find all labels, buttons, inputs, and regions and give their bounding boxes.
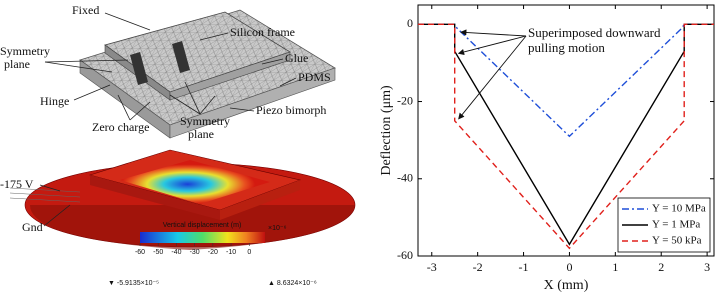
colorbar-tick-label: -40: [171, 249, 181, 256]
x-tick-label: 1: [612, 260, 618, 274]
annotation: pulling motion: [528, 40, 605, 55]
label: Gnd: [22, 220, 43, 234]
y-tick-label: 0: [407, 16, 413, 30]
leader-line: [199, 32, 229, 41]
leader-line: [44, 59, 129, 63]
y-tick-label: -20: [397, 93, 413, 107]
leader-line: [43, 204, 71, 227]
leader-line: [104, 12, 151, 31]
label: plane: [4, 57, 30, 71]
annotation-arrow: [457, 35, 527, 56]
label: Fixed: [72, 3, 99, 17]
colorbar-tick-label: -10: [226, 249, 236, 256]
x-tick-label: -3: [427, 260, 437, 274]
colorbar-tick-label: 0: [247, 249, 251, 256]
label: PDMS: [298, 70, 331, 84]
leader-line: [279, 77, 297, 87]
leader-line: [199, 95, 216, 115]
colorbar-tick-label: -30: [190, 249, 200, 256]
leader-line: [169, 94, 201, 115]
displacement-model: [9, 149, 356, 250]
annotation-arrow: [458, 35, 527, 120]
legend-label: Y = 10 MPa: [652, 203, 706, 215]
x-tick-label: 3: [704, 260, 710, 274]
colorbar-min: ▼ -5.9135×10⁻⁵: [108, 280, 159, 287]
label: Hinge: [40, 94, 69, 108]
label: Symmetry: [180, 114, 230, 128]
label: Silicon frame: [230, 25, 295, 39]
annotation-arrow: [460, 29, 527, 37]
colorbar-title: Vertical displacement (m): [163, 222, 242, 229]
label: Symmetry: [0, 44, 50, 58]
label: -175 V: [0, 177, 34, 191]
x-tick-label: -2: [473, 260, 483, 274]
leader-line: [261, 58, 284, 65]
leader-line: [184, 81, 201, 115]
series-line: [418, 23, 714, 250]
plot-frame: [417, 4, 715, 257]
colorbar-multiplier: ×10⁻⁶: [268, 225, 287, 232]
annotation: Superimposed downward: [528, 25, 661, 40]
leader-line: [229, 107, 255, 112]
y-axis-label: Deflection (μm): [379, 85, 394, 176]
legend-label: Y = 1 MPa: [652, 219, 700, 231]
x-axis-label: X (mm): [544, 278, 589, 293]
leader-line: [117, 94, 131, 121]
y-tick-label: -60: [397, 248, 413, 262]
colorbar-tick-label: -20: [208, 249, 218, 256]
x-tick-label: 2: [658, 260, 664, 274]
label: Glue: [285, 51, 308, 65]
leader-line: [39, 184, 61, 192]
leader-line: [73, 84, 111, 101]
label: Piezo bimorph: [256, 103, 326, 117]
colorbar-tick-label: -50: [153, 249, 163, 256]
mesh-model: [79, 9, 336, 139]
x-tick-label: 0: [566, 260, 572, 274]
x-tick-label: -1: [519, 260, 529, 274]
label: Zero charge: [92, 120, 149, 134]
colorbar-tick-label: -60: [135, 249, 145, 256]
colorbar: [140, 232, 265, 243]
leader-line: [44, 61, 113, 73]
label: plane: [188, 127, 214, 141]
y-tick-label: -40: [397, 171, 413, 185]
colorbar-max: ▲ 8.6324×10⁻⁶: [268, 280, 317, 287]
legend-label: Y = 50 kPa: [652, 235, 702, 247]
leader-line: [129, 101, 151, 121]
